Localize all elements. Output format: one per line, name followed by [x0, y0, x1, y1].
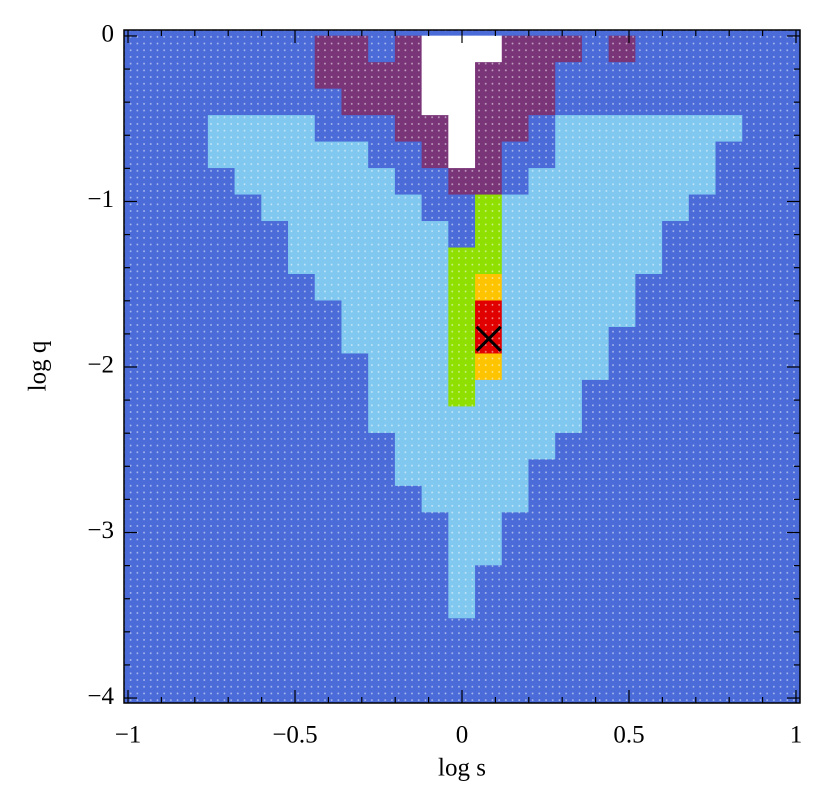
- marker-stroke: [475, 325, 502, 352]
- y-tick-label: −4: [87, 683, 114, 710]
- best-fit-marker: [475, 325, 502, 352]
- x-tick-label: −0.5: [272, 722, 317, 749]
- dot-texture: [124, 30, 800, 703]
- x-tick-label: −1: [115, 722, 142, 749]
- y-axis-label: log q: [25, 340, 52, 391]
- y-tick-label: 0: [102, 21, 115, 48]
- x-tick-label: 0.5: [613, 722, 644, 749]
- x-axis-label: log s: [438, 755, 486, 782]
- y-tick-label: −1: [87, 186, 114, 213]
- x-tick-label: 0: [456, 722, 469, 749]
- y-tick-label: −3: [87, 517, 114, 544]
- x-tick-label: 1: [790, 722, 803, 749]
- y-tick-label: −2: [87, 352, 114, 379]
